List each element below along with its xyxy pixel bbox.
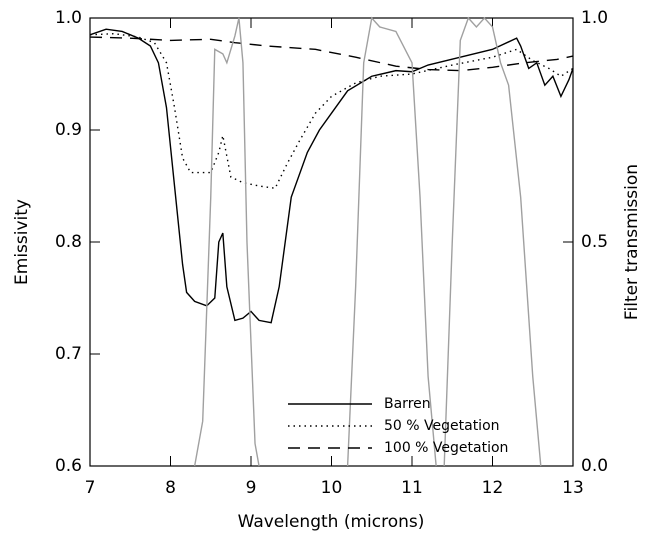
y-axis-label: Emissivity	[12, 199, 32, 285]
legend-text: 100 % Vegetation	[384, 440, 508, 456]
x-tick-label: 11	[401, 478, 423, 498]
x-tick-label: 13	[562, 478, 584, 498]
x-tick-label: 9	[246, 478, 257, 498]
y2-tick-label: 0.0	[581, 456, 608, 476]
series-line	[89, 28, 574, 324]
x-tick-label: 7	[85, 478, 96, 498]
x-tick-label: 10	[321, 478, 343, 498]
series-line	[89, 36, 574, 72]
y2-tick-label: 0.5	[581, 232, 608, 252]
series-line	[193, 16, 542, 467]
y-tick-label: 0.9	[55, 120, 82, 140]
series-line	[89, 32, 574, 190]
y2-tick-label: 1.0	[581, 8, 608, 28]
y-tick-label: 0.8	[55, 232, 82, 252]
y-tick-label: 0.7	[55, 344, 82, 364]
legend-text: 50 % Vegetation	[384, 418, 500, 434]
legend-text: Barren	[384, 396, 431, 412]
y2-axis-label: Filter transmission	[622, 164, 642, 320]
x-axis-label: Wavelength (microns)	[238, 512, 425, 532]
x-tick-label: 8	[165, 478, 176, 498]
x-tick-label: 12	[482, 478, 504, 498]
y-tick-label: 1.0	[55, 8, 82, 28]
y-tick-label: 0.6	[55, 456, 82, 476]
